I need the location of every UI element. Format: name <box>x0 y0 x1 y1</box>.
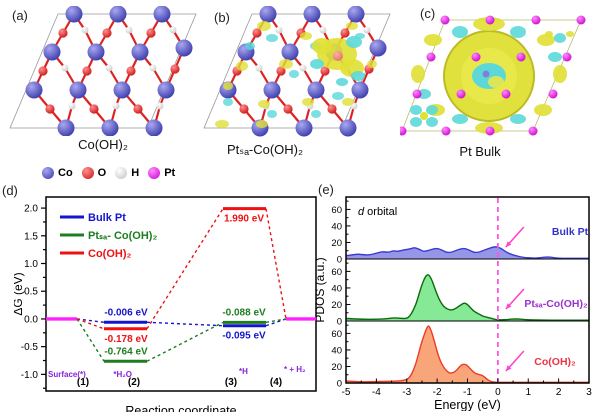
atom-legend: Co O H Pt <box>42 167 175 179</box>
svg-text:Energy (eV): Energy (eV) <box>434 398 501 411</box>
svg-text:40: 40 <box>331 283 342 294</box>
atom-legend-item: Pt <box>148 167 175 179</box>
panel-c-caption: Pt Bulk <box>459 144 501 159</box>
svg-text:-1: -1 <box>463 387 472 398</box>
panel-b-letter: (b) <box>214 10 230 25</box>
h-atom-icon <box>115 167 128 179</box>
svg-text:(4): (4) <box>270 377 282 388</box>
svg-text:(2): (2) <box>128 377 140 388</box>
svg-text:Co(OH)₂: Co(OH)₂ <box>534 356 576 368</box>
atom-legend-item: H <box>115 167 139 179</box>
svg-text:60: 60 <box>331 205 342 216</box>
svg-text:-4: -4 <box>372 387 381 398</box>
panel-a-structure-svg <box>9 6 197 136</box>
svg-text:Bulk Pt: Bulk Pt <box>88 212 126 224</box>
panel-b-structure-svg <box>203 6 391 137</box>
co-atom-icon <box>42 167 54 179</box>
svg-text:Ptₛₐ- Co(OH)₂: Ptₛₐ- Co(OH)₂ <box>88 230 157 242</box>
panel-e-letter: (e) <box>318 182 334 197</box>
svg-text:0: 0 <box>337 379 342 390</box>
panel-b-caption: Ptₛₐ-Co(OH)₂ <box>226 142 304 157</box>
atom-legend-item: O <box>81 167 107 179</box>
panel-c-structure-svg <box>400 15 586 136</box>
svg-text:Bulk Pt: Bulk Pt <box>552 226 589 238</box>
svg-text:Ptₛₐ-Co(OH)₂: Ptₛₐ-Co(OH)₂ <box>524 298 588 310</box>
svg-text:60: 60 <box>331 329 342 340</box>
panel-a-letter: (a) <box>12 8 28 23</box>
svg-text:-0.764 eV: -0.764 eV <box>104 346 148 357</box>
svg-text:1: 1 <box>525 387 531 398</box>
pt-atom-icon <box>148 167 161 179</box>
svg-text:ΔG (eV): ΔG (eV) <box>14 272 25 315</box>
o-atom-icon <box>81 167 94 179</box>
svg-text:(1): (1) <box>77 377 89 388</box>
svg-text:* + H₂: * + H₂ <box>284 365 306 374</box>
svg-text:2.0: 2.0 <box>24 204 38 215</box>
atom-legend-label: Pt <box>164 167 176 179</box>
svg-text:20: 20 <box>331 238 342 249</box>
svg-text:20: 20 <box>331 362 342 373</box>
svg-text:PDOS (a.u.): PDOS (a.u.) <box>316 257 327 322</box>
svg-text:-0.178 eV: -0.178 eV <box>104 334 148 345</box>
panel-d-letter: (d) <box>2 183 18 198</box>
atom-legend-item: Co <box>42 167 73 179</box>
panel-c-letter: (c) <box>420 6 436 21</box>
panel-a-caption: Co(OH)₂ <box>78 137 128 152</box>
atom-legend-label: Co <box>58 167 73 179</box>
svg-text:-5: -5 <box>342 387 351 398</box>
svg-text:-1.0: -1.0 <box>21 370 39 381</box>
svg-text:40: 40 <box>331 345 342 356</box>
svg-text:d orbital: d orbital <box>358 206 397 218</box>
atom-legend-label: H <box>131 167 140 179</box>
svg-text:3: 3 <box>586 387 592 398</box>
svg-text:0.5: 0.5 <box>24 287 38 298</box>
svg-text:-0.5: -0.5 <box>21 342 39 353</box>
svg-text:0: 0 <box>495 387 501 398</box>
svg-text:(3): (3) <box>225 377 237 388</box>
svg-text:20: 20 <box>331 300 342 311</box>
atom-legend-label: O <box>97 167 107 179</box>
svg-text:2: 2 <box>556 387 562 398</box>
svg-text:40: 40 <box>331 221 342 232</box>
svg-text:-0.095 eV: -0.095 eV <box>222 331 266 342</box>
svg-text:1.0: 1.0 <box>24 259 38 270</box>
svg-text:0: 0 <box>337 317 342 328</box>
svg-text:1.5: 1.5 <box>24 231 38 242</box>
svg-text:Co(OH)₂: Co(OH)₂ <box>88 248 131 260</box>
svg-text:*H: *H <box>239 367 248 376</box>
free-energy-chart-svg: 2.0 1.5 1.0 0.5 0.0 -0.5 -1.0 -0.006 eV -0.095 e… <box>14 196 317 412</box>
svg-text:-2: -2 <box>433 387 442 398</box>
svg-text:-3: -3 <box>402 387 411 398</box>
svg-text:60: 60 <box>331 267 342 278</box>
svg-text:-0.088 eV: -0.088 eV <box>222 307 266 318</box>
svg-text:*H₂O: *H₂O <box>113 370 132 379</box>
svg-text:Reaction coordinate: Reaction coordinate <box>125 404 236 412</box>
svg-text:1.990 eV: 1.990 eV <box>224 214 264 225</box>
svg-text:0: 0 <box>337 255 342 266</box>
svg-text:0.0: 0.0 <box>24 314 38 325</box>
svg-text:-0.006 eV: -0.006 eV <box>104 307 148 318</box>
svg-text:Surface(*): Surface(*) <box>48 370 86 379</box>
